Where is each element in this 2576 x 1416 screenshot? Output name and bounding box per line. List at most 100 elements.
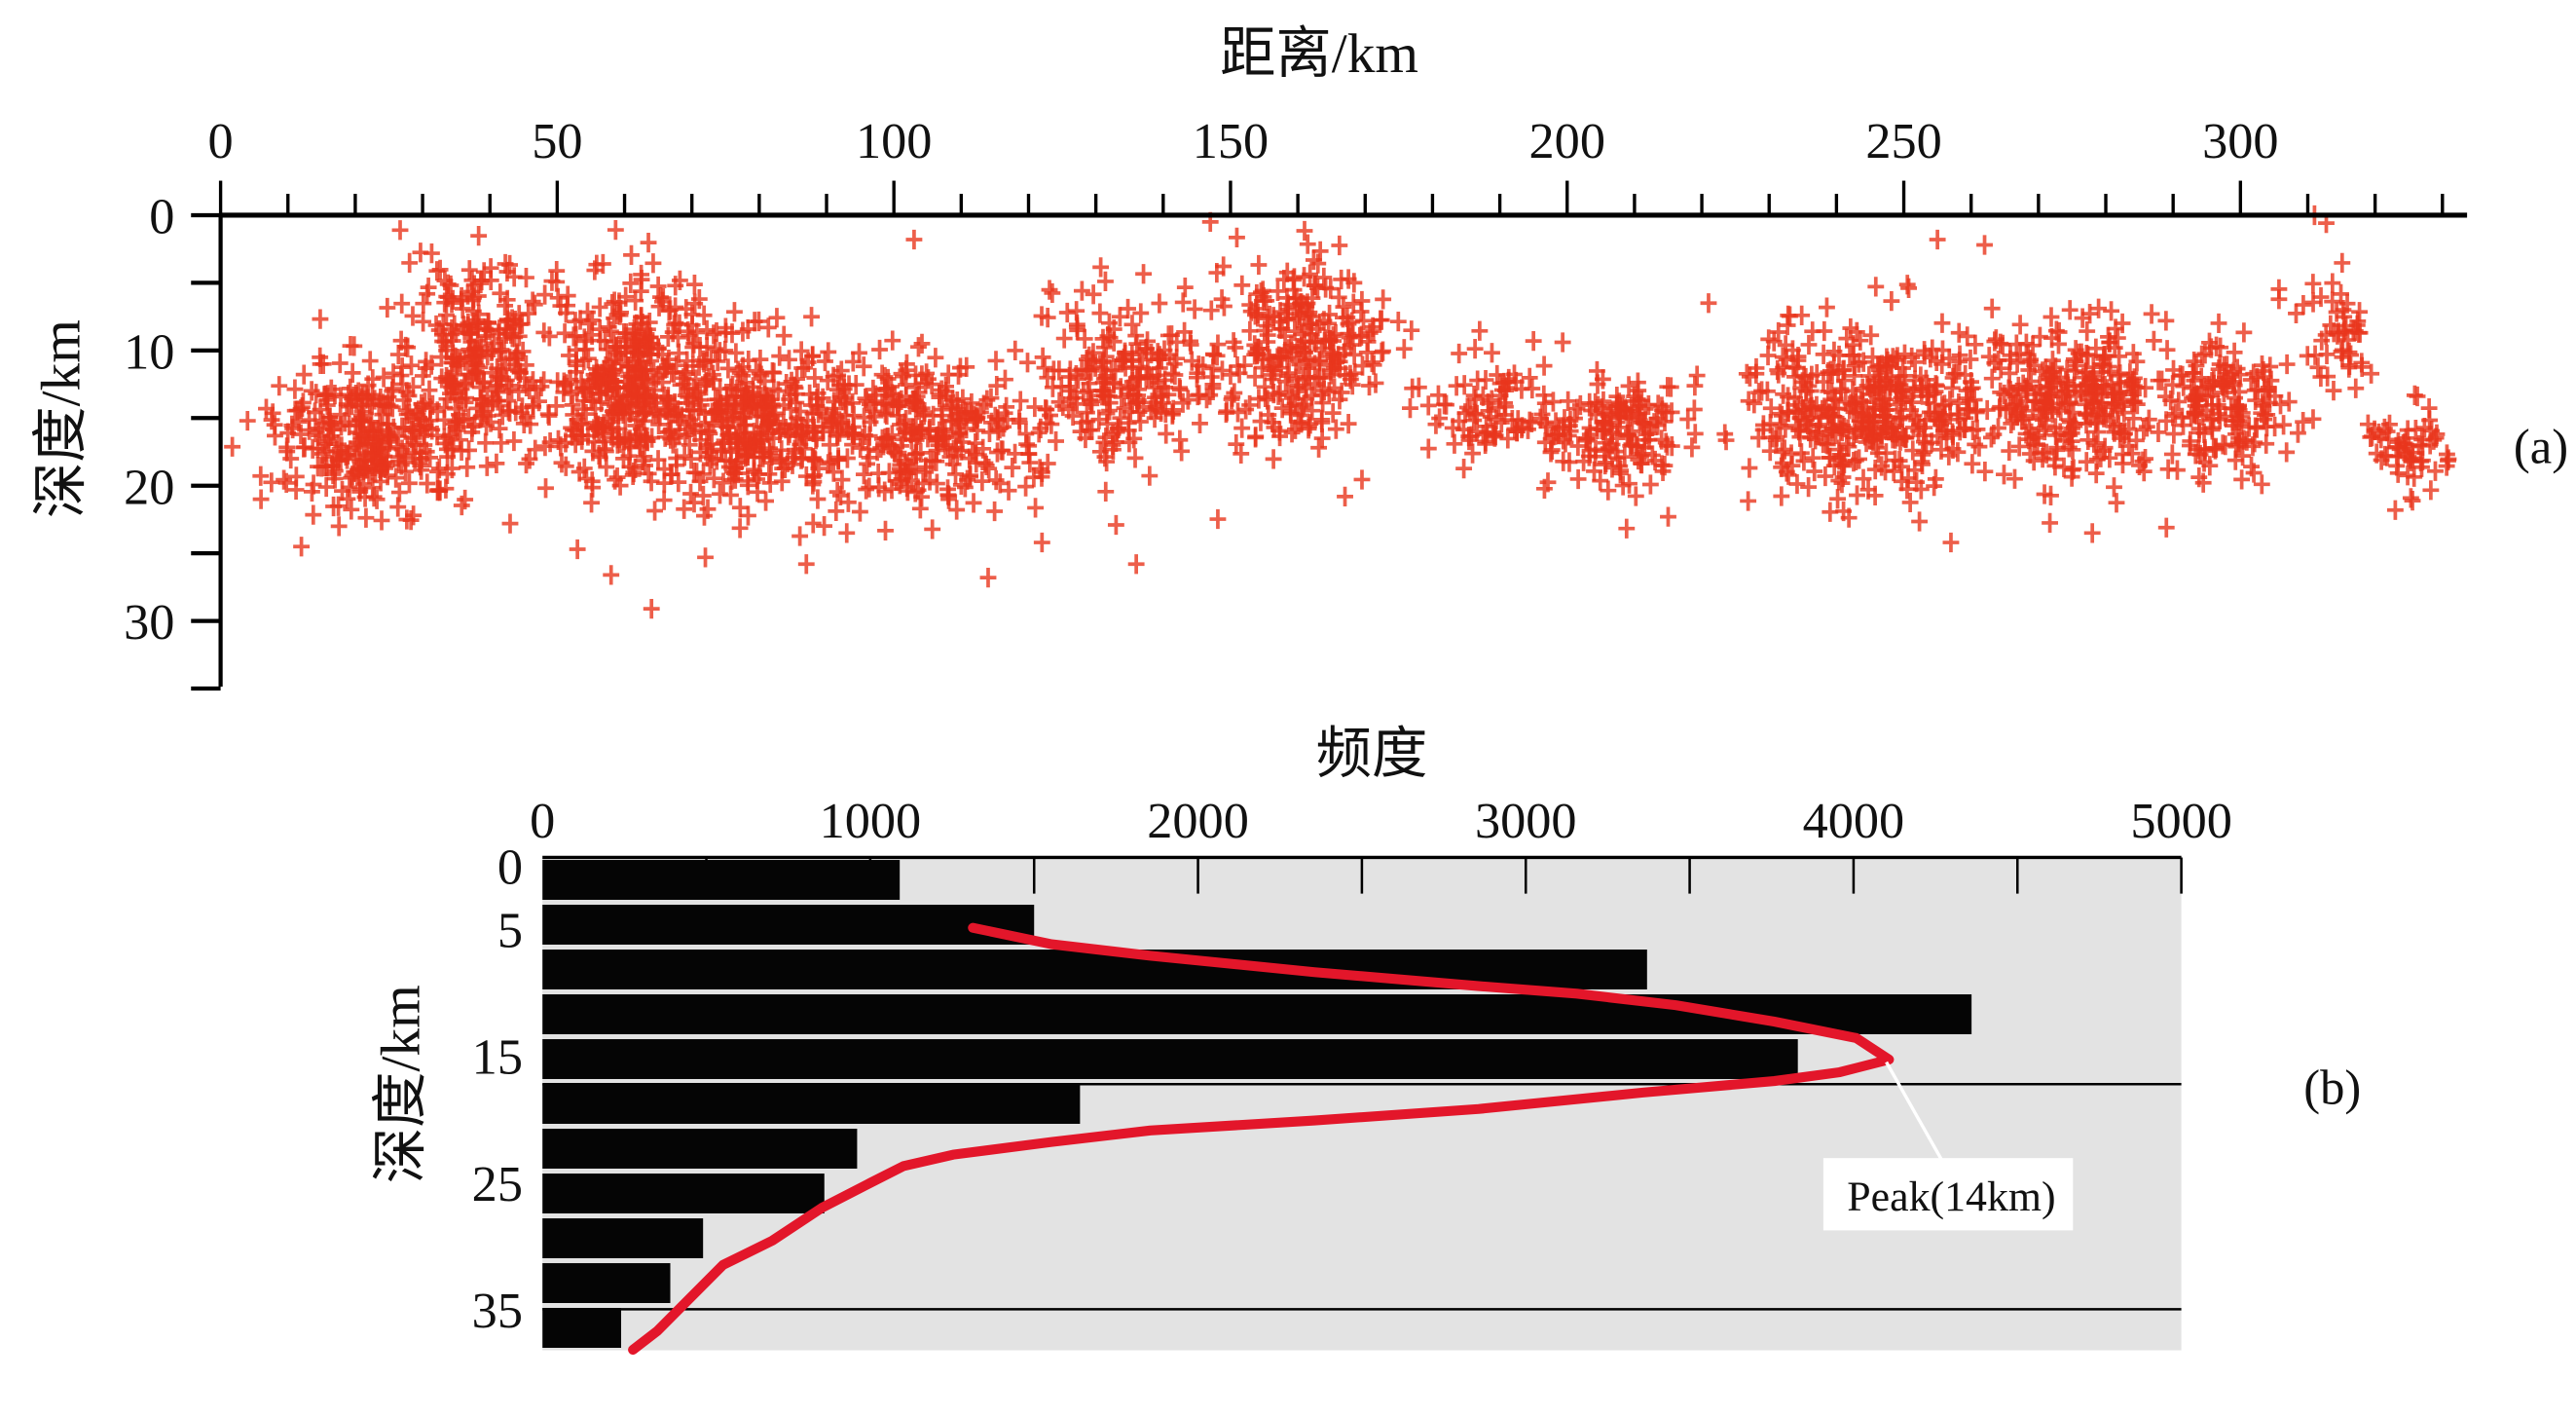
data-point [2257,381,2274,401]
data-point [809,489,827,509]
peak-label-box [1822,1158,2074,1231]
data-point [1151,357,1168,379]
data-point [719,425,737,445]
data-point [1246,305,1264,325]
data-point [2201,456,2219,476]
data-point [2217,435,2234,456]
data-point [224,436,241,457]
data-point [423,394,441,415]
data-point [1506,364,1523,385]
data-point [993,440,1011,461]
data-point [393,293,411,314]
data-point [562,369,579,390]
data-point [428,261,446,281]
data-point [2421,410,2439,430]
data-point [1887,450,1904,470]
data-point [768,308,786,328]
data-point [459,457,476,477]
data-point [317,476,335,498]
data-point [1741,366,1758,387]
data-point [2096,375,2114,396]
data-point [575,391,593,411]
data-point [1990,350,2007,371]
data-point [575,458,593,479]
data-point [737,415,754,435]
data-point [513,314,531,334]
data-point [1883,291,1900,312]
data-point [1105,372,1122,392]
data-point [1355,311,1372,331]
data-point [579,377,597,398]
data-point [680,378,697,399]
data-point [698,319,716,340]
data-point [292,398,310,420]
data-point [1299,234,1316,254]
data-point [419,473,436,494]
data-point [1560,391,1577,411]
data-point [471,357,489,378]
data-point [1073,280,1090,301]
data-point [263,472,280,493]
data-point [828,501,845,522]
data-point [696,505,713,526]
data-point [1950,322,1968,343]
data-point [342,336,359,356]
data-point [1173,441,1191,462]
data-point [717,317,734,338]
data-point [598,381,615,401]
data-point [1004,457,1021,478]
data-point [644,253,662,274]
data-point [331,353,349,374]
data-point [2211,409,2228,429]
y-tick-label: 15 [472,1029,523,1086]
data-point [2278,442,2296,463]
data-point [363,411,380,432]
data-point [1916,345,1933,365]
data-point [1094,353,1112,373]
data-point [501,513,519,534]
data-point [2334,252,2351,274]
data-point [492,283,509,304]
data-point [1306,275,1324,296]
data-point [2019,345,2037,365]
data-point [782,398,799,420]
data-point [917,373,935,393]
data-point [392,330,410,351]
data-point [438,305,455,325]
data-point [1132,303,1150,323]
data-point [2157,311,2175,331]
data-point [822,452,839,472]
data-point [722,378,740,398]
data-point [1337,338,1354,358]
data-point [1208,346,1226,366]
data-point [818,406,835,427]
data-point [446,383,463,403]
data-point [1569,468,1587,490]
panel-b-histogram: 频度 深度/km (b) Peak(14km) 0 1000 2000 3000 4000… [371,724,2361,1356]
data-point [1252,411,1270,431]
data-point [2378,446,2396,466]
data-point [439,369,457,390]
data-point [1300,358,1317,379]
data-point [2034,410,2051,430]
data-point [371,413,388,433]
data-point [415,312,432,332]
data-point [1395,339,1413,359]
data-point [1608,395,1626,417]
data-point [1246,335,1264,355]
data-point [2253,474,2270,495]
data-point [1044,377,1061,397]
data-point [325,446,342,467]
data-point [696,404,714,425]
data-point [2159,459,2177,479]
data-point [2108,493,2125,513]
data-point [2123,443,2141,464]
data-point [1033,462,1050,482]
data-point [1873,456,1891,476]
data-point [655,490,673,510]
data-point [1749,428,1767,448]
data-point [1331,235,1348,256]
data-point [264,403,281,424]
data-point [1848,423,1865,443]
data-point [330,516,348,537]
